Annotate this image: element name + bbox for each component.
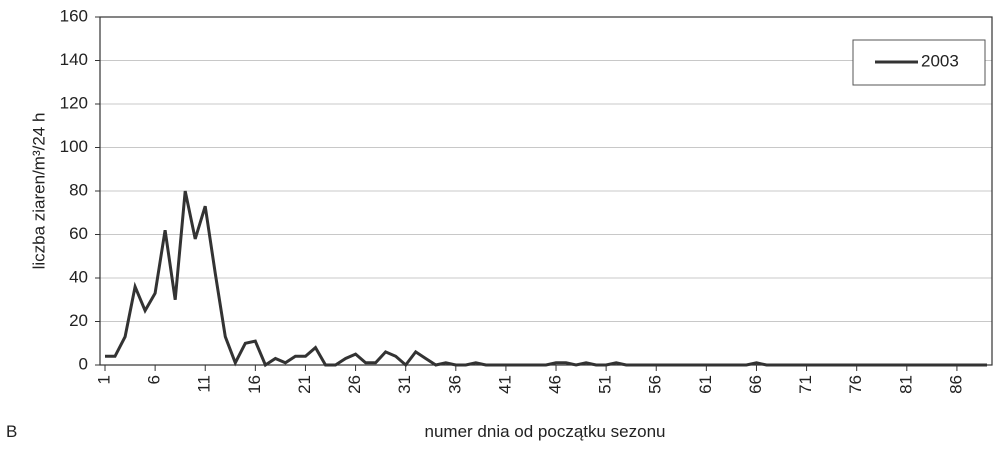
y-tick-label: 20 xyxy=(69,311,88,330)
x-tick-label: 1 xyxy=(94,375,113,384)
x-tick-label: 56 xyxy=(646,375,665,394)
panel-label: B xyxy=(6,422,17,441)
series-line xyxy=(105,190,987,368)
x-tick-label: 81 xyxy=(896,375,915,394)
x-tick-label: 76 xyxy=(846,375,865,394)
legend-label: 2003 xyxy=(921,51,959,70)
y-tick-label: 0 xyxy=(79,354,88,373)
x-tick-label: 41 xyxy=(495,375,514,394)
x-tick-label: 26 xyxy=(345,375,364,394)
y-tick-label: 60 xyxy=(69,224,88,243)
x-tick-label: 86 xyxy=(946,375,965,394)
legend-box xyxy=(852,39,986,86)
x-tick-label: 16 xyxy=(245,375,264,394)
x-axis-label: numer dnia od początku sezonu xyxy=(425,422,666,441)
y-tick-label: 100 xyxy=(60,137,88,156)
x-tick-label: 36 xyxy=(445,375,464,394)
y-tick-label: 120 xyxy=(60,93,88,112)
x-tick-label: 6 xyxy=(145,375,164,384)
x-tick-label: 11 xyxy=(195,375,214,393)
x-tick-label: 31 xyxy=(395,375,414,394)
y-tick-label: 140 xyxy=(60,50,88,69)
x-tick-label: 21 xyxy=(295,375,314,394)
x-tick-label: 71 xyxy=(796,375,815,394)
y-axis-label: liczba ziaren/m³/24 h xyxy=(29,113,48,270)
x-tick-label: 61 xyxy=(696,375,715,394)
y-tick-label: 80 xyxy=(69,180,88,199)
y-tick-label: 40 xyxy=(69,267,88,286)
x-tick-label: 46 xyxy=(546,375,565,394)
x-tick-label: 51 xyxy=(596,375,615,394)
y-tick-label: 160 xyxy=(60,6,88,25)
x-tick-label: 66 xyxy=(746,375,765,394)
